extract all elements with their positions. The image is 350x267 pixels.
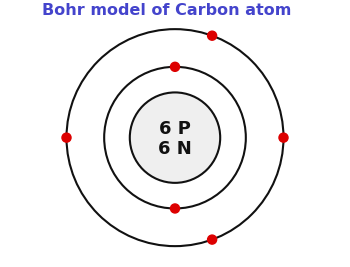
Circle shape (62, 133, 71, 142)
Circle shape (279, 133, 288, 142)
Text: 6 N: 6 N (158, 140, 192, 158)
Text: Bohr model of Carbon atom: Bohr model of Carbon atom (42, 3, 292, 18)
Circle shape (208, 31, 217, 40)
Circle shape (170, 62, 180, 71)
Circle shape (170, 204, 180, 213)
Text: 6 P: 6 P (159, 120, 191, 138)
Circle shape (208, 235, 217, 244)
Circle shape (130, 92, 220, 183)
